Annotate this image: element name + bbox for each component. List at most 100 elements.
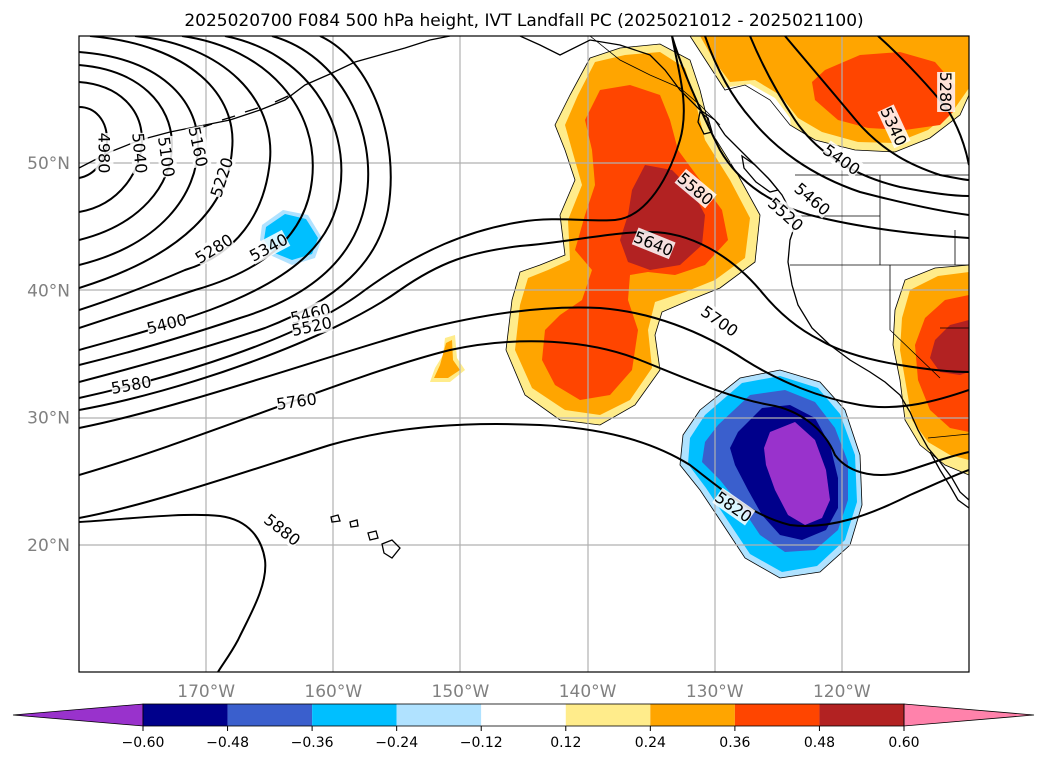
colorbar-tick-label: 0.60 — [888, 735, 919, 751]
colorbar-segment — [565, 704, 651, 726]
contour-5280 — [79, 36, 272, 311]
ivt-negative-shading — [260, 210, 862, 578]
colorbar: −0.60 −0.48 −0.36 −0.24 −0.12 0.12 0.24 0.36 0.4… — [12, 703, 1035, 751]
contour-5820 — [79, 423, 969, 527]
lon-tick-label: 160°W — [304, 682, 362, 702]
alaska-coast — [79, 36, 451, 169]
colorbar-tick-label: 0.12 — [550, 735, 581, 751]
figure-title: 2025020700 F084 500 hPa height, IVT Land… — [184, 11, 863, 31]
contour-label-5040: 5040 — [128, 132, 150, 174]
colorbar-segment — [143, 704, 228, 726]
contour-label-halo — [877, 104, 911, 149]
contour-label-halo — [820, 140, 864, 179]
contour-label-halo — [155, 135, 179, 178]
lon-tick-label: 170°W — [177, 682, 235, 702]
us-mexico-border — [927, 433, 969, 439]
colorbar-extend-low — [12, 703, 144, 727]
contour-5460-east — [704, 36, 969, 216]
state-border-ca-nv — [889, 265, 941, 379]
contour-label-text: 5040 — [128, 132, 150, 174]
contour-label-text: 5280 — [936, 72, 955, 113]
contour-label-halo — [185, 125, 212, 169]
colorbar-tick-label: −0.60 — [122, 735, 165, 751]
contour-label-text: 4980 — [94, 133, 113, 174]
contour-label-halo — [129, 132, 151, 174]
contour-5520-east — [671, 36, 969, 239]
alaska-gulf-coast — [519, 36, 726, 136]
colorbar-segment — [819, 704, 904, 726]
colorbar-frame — [142, 703, 905, 727]
colorbar-tick-label: 0.36 — [719, 735, 750, 751]
lon-tick-label: 120°W — [813, 682, 871, 702]
contour-label-halo — [765, 194, 807, 235]
colorbar-tick-label: −0.12 — [460, 735, 503, 751]
contour-label-halo — [95, 133, 114, 174]
alaska-canada-border — [589, 36, 721, 126]
lon-tick-label: 140°W — [559, 682, 617, 702]
colorbar-tick-label: 0.24 — [635, 735, 666, 751]
lat-tick-label: 20°N — [27, 536, 70, 556]
vancouver-island — [741, 154, 780, 193]
baja-coast — [929, 451, 969, 509]
colorbar-segment — [312, 704, 397, 726]
colorbar-segment — [481, 704, 566, 726]
lon-tick-label: 150°W — [432, 682, 490, 702]
lat-tick-labels: 50°N 40°N 30°N 20°N — [27, 154, 70, 556]
contour-label-halo — [145, 309, 189, 338]
contour-5640 — [79, 230, 969, 411]
contour-label-halo — [631, 227, 676, 260]
hawaii-maui — [367, 530, 379, 541]
ivt-ne-white-hole — [722, 84, 792, 150]
colorbar-segment — [734, 704, 820, 726]
contour-label-5280: 5280 — [936, 71, 956, 113]
us-west-coast — [787, 224, 969, 501]
colorbar-tick-label: −0.36 — [291, 735, 334, 751]
contour-5700 — [79, 306, 969, 429]
state-border-nv-az — [940, 230, 969, 329]
ivt-coast-0.48 — [930, 320, 969, 375]
ivt-outline-ne — [689, 36, 969, 153]
contour-label-5100: 5100 — [154, 135, 178, 178]
colorbar-segment — [227, 704, 313, 726]
contour-label-halo — [712, 487, 756, 526]
contour-label-halo — [109, 372, 153, 397]
contour-label-4980: 4980 — [94, 133, 114, 174]
contour-label-halo — [937, 71, 956, 112]
colorbar-segment — [396, 704, 482, 726]
contour-label-halo — [206, 155, 237, 199]
haida-gwaii — [697, 110, 713, 135]
contour-5760 — [79, 340, 969, 476]
contour-5340 — [79, 36, 314, 329]
contour-label-halo — [261, 510, 304, 549]
colorbar-tick-label: −0.24 — [375, 735, 418, 751]
ivt-hawaii-0.24 — [434, 340, 460, 378]
contour-5580 — [79, 36, 685, 399]
contour-label-halo — [246, 229, 291, 265]
contour-label-halo — [192, 230, 236, 267]
contour-label-halo — [698, 302, 742, 340]
contour-label-halo — [791, 179, 834, 219]
contour-5220 — [79, 36, 234, 289]
colorbar-tick-label: −0.48 — [206, 735, 249, 751]
colorbar-extend-high — [903, 703, 1035, 727]
lon-tick-labels: 170°W 160°W 150°W 140°W 130°W 120°W — [177, 682, 871, 702]
ivt-outline-neg — [679, 369, 863, 579]
lon-tick-label: 130°W — [686, 682, 744, 702]
colorbar-tick-label: 0.48 — [804, 735, 835, 751]
contour-5340-east — [784, 36, 969, 181]
lat-tick-label: 50°N — [27, 154, 70, 174]
contour-label-halo — [275, 389, 318, 413]
contour-label-halo — [290, 313, 334, 339]
hawaii-kauai — [330, 514, 341, 523]
contour-5520 — [79, 36, 392, 383]
hawaii-big-island — [381, 539, 401, 559]
contour-label-halo — [674, 168, 717, 209]
map-frame — [78, 35, 970, 673]
ivt-neg-0.60 — [764, 422, 830, 525]
colorbar-segment — [650, 704, 735, 726]
contour-5880 — [79, 513, 267, 672]
hawaii-oahu — [349, 519, 359, 528]
contour-5460 — [79, 36, 370, 366]
